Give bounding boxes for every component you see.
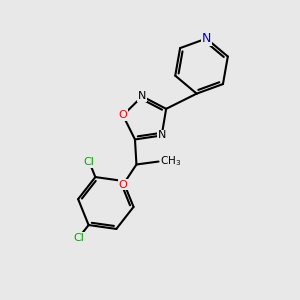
Text: O: O [119,179,128,190]
Text: CH$_3$: CH$_3$ [160,154,182,168]
Text: N: N [138,92,146,101]
Text: Cl: Cl [73,233,84,243]
Text: O: O [118,110,127,120]
Text: N: N [158,130,166,140]
Text: N: N [202,32,211,45]
Text: Cl: Cl [84,157,95,167]
